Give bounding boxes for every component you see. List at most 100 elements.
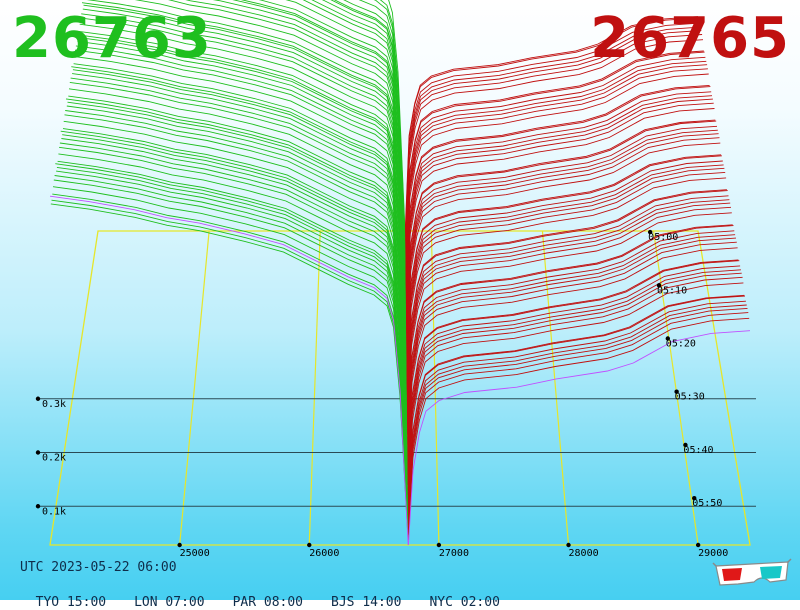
ask-depth-line xyxy=(407,317,750,541)
ask-depth-line xyxy=(404,30,702,251)
x-gridline xyxy=(308,230,321,546)
z-tick-dot xyxy=(674,389,679,394)
z-tick-label: 05:40 xyxy=(683,445,713,456)
bid-depth-line xyxy=(232,0,407,291)
bid-depth-line xyxy=(70,77,408,411)
x-gridline xyxy=(179,230,210,546)
y-tick-label: 0.1k xyxy=(42,506,66,517)
ask-depth-line xyxy=(407,265,741,486)
bid-depth-line xyxy=(86,0,407,321)
bid-depth-line xyxy=(59,142,408,481)
ask-depth-line xyxy=(406,137,720,361)
ask-depth-line xyxy=(406,171,726,396)
ask-depth-line xyxy=(406,224,733,441)
ask-depth-line xyxy=(407,295,746,516)
ask-depth-line xyxy=(407,272,742,496)
bid-price: 26763 xyxy=(12,6,212,71)
bid-depth-line xyxy=(81,2,407,336)
bid-depth-line xyxy=(57,160,409,496)
bid-depth-line xyxy=(76,34,407,371)
ask-depth-line xyxy=(407,230,735,451)
x-tick-dot xyxy=(436,542,442,548)
bid-depth-line xyxy=(67,101,408,431)
ask-depth-line xyxy=(405,91,712,311)
x-tick-dot xyxy=(307,542,312,548)
ask-depth-line xyxy=(405,125,718,346)
y-tick-dot xyxy=(35,396,41,401)
ask-depth-line xyxy=(406,195,729,416)
y-tick-dot xyxy=(35,504,41,509)
timezone-nyc: NYC 02:00 xyxy=(429,595,500,610)
ask-depth-line xyxy=(405,34,703,256)
z-tick-dot xyxy=(647,229,653,235)
ask-depth-line xyxy=(406,199,730,421)
x-gridline xyxy=(652,230,699,546)
ask-depth-line xyxy=(407,234,736,456)
ask-depth-line xyxy=(405,64,708,286)
z-tick-dot xyxy=(665,336,671,341)
bid-depth-line xyxy=(379,0,406,237)
ask-depth-line xyxy=(405,39,704,261)
ask-depth-line xyxy=(406,160,723,381)
x-tick-label: 28000 xyxy=(569,548,599,559)
3d-glasses-icon[interactable] xyxy=(712,558,792,592)
ask-depth-line xyxy=(405,129,718,351)
timezone-lon: LON 07:00 xyxy=(134,595,205,610)
bid-depth-line xyxy=(49,195,409,546)
bid-depth-line xyxy=(311,0,406,271)
x-tick-label: 25000 xyxy=(180,548,210,559)
ask-depth-line xyxy=(407,276,743,501)
bid-depth-line xyxy=(60,130,408,476)
timezone-bjs: BJS 14:00 xyxy=(331,595,402,610)
timezone-tyo: TYO 15:00 xyxy=(35,595,107,610)
depth-series xyxy=(49,0,751,546)
bid-depth-line xyxy=(75,45,407,376)
bid-depth-line xyxy=(212,0,407,296)
z-tick-label: 05:20 xyxy=(666,339,696,350)
bid-depth-line xyxy=(333,0,406,266)
x-tick-dot xyxy=(177,542,182,548)
y-tick-label: 0.2k xyxy=(42,453,66,464)
bid-depth-line xyxy=(302,0,406,276)
x-gridline xyxy=(541,230,570,546)
utc-timestamp: UTC 2023-05-22 06:00 xyxy=(20,560,177,575)
ask-depth-line xyxy=(406,225,734,446)
bid-depth-line xyxy=(78,30,407,356)
y-tick-label: 0.3k xyxy=(42,399,66,410)
z-tick-label: 05:10 xyxy=(657,285,687,296)
bid-depth-line xyxy=(61,138,408,471)
bid-depth-line xyxy=(75,49,407,381)
z-tick-dot xyxy=(683,442,688,448)
z-tick-label: 05:30 xyxy=(675,392,705,403)
bid-depth-line xyxy=(168,0,407,311)
bid-depth-line xyxy=(330,0,406,256)
x-gridline xyxy=(430,230,440,546)
bid-depth-line xyxy=(56,170,409,506)
bid-depth-line xyxy=(285,0,406,281)
bid-depth-line xyxy=(52,186,409,526)
bid-depth-line xyxy=(69,81,408,416)
ask-depth-line xyxy=(406,167,725,391)
ask-depth-line xyxy=(406,133,719,356)
ask-depth-line xyxy=(407,312,749,536)
axis-labels: 25000 26000 27000 28000 29000 0.1k 0.2k 0.3k 05:… xyxy=(35,229,728,559)
bid-depth-line xyxy=(258,0,407,286)
ask-depth-line xyxy=(405,60,707,281)
ask-depth-line xyxy=(405,51,705,271)
ask-depth-line xyxy=(404,26,701,247)
bid-depth-line xyxy=(56,166,409,501)
ask-depth-line xyxy=(405,102,714,326)
ask-depth-line xyxy=(407,304,747,526)
bid-depth-line xyxy=(50,203,409,541)
bid-depth-line xyxy=(134,0,407,316)
ask-depth-line xyxy=(405,86,711,306)
ask-depth-line xyxy=(405,120,717,341)
x-tick-label: 29000 xyxy=(698,548,728,559)
ask-depth-line xyxy=(406,206,732,431)
bid-depth-line xyxy=(343,0,406,251)
bid-depth-line xyxy=(78,36,407,361)
timezone-par: PAR 08:00 xyxy=(232,595,304,610)
ask-depth-line xyxy=(405,108,715,331)
bid-depth-line xyxy=(321,0,406,261)
ask-depth-line xyxy=(407,307,748,531)
